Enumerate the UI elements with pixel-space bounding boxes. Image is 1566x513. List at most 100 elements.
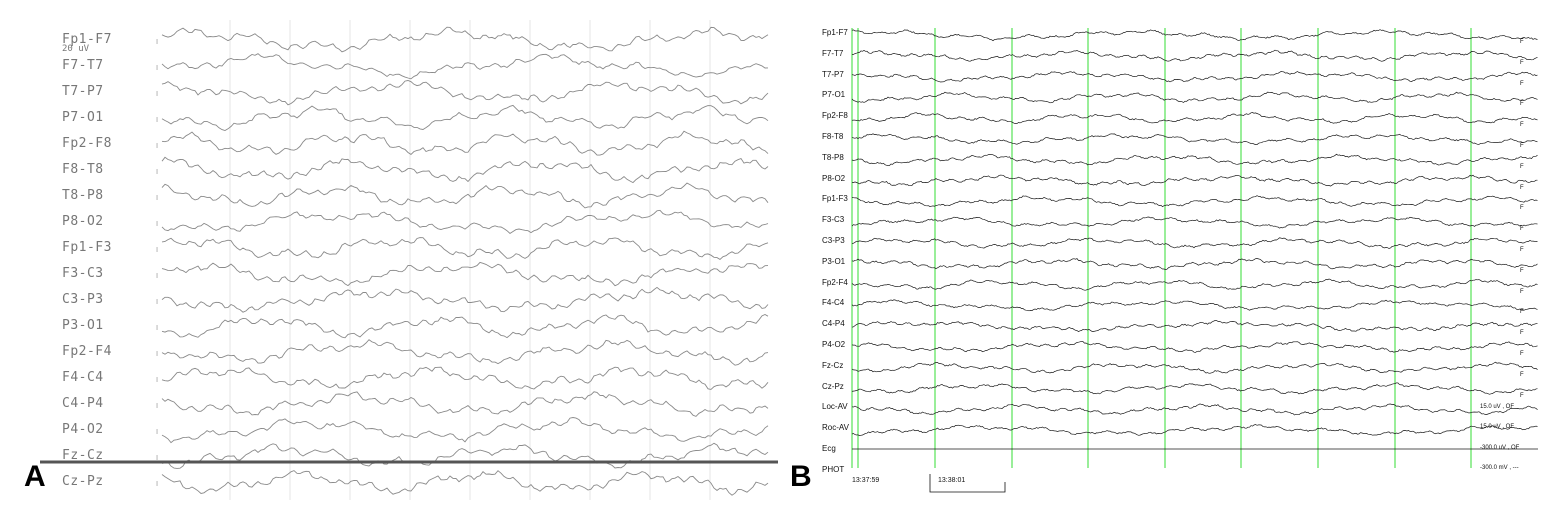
eeg-trace-b xyxy=(851,361,1538,374)
eeg-trace-b xyxy=(851,382,1538,395)
calibration-mark-a: I xyxy=(156,324,158,332)
filter-flag: F xyxy=(1520,122,1524,129)
eeg-trace-a xyxy=(161,417,769,444)
eeg-trace-b xyxy=(851,403,1538,416)
eeg-trace-a xyxy=(161,313,769,339)
calibration-mark-a: I xyxy=(156,90,158,98)
sensitivity-ecg: -300.0 uV , OF xyxy=(1480,445,1520,451)
sensitivity-phot: -300.0 mV , --- xyxy=(1480,465,1519,471)
channel-label-b: C4-P4 xyxy=(822,319,845,329)
channel-label-b: PHOT xyxy=(822,464,845,474)
eeg-trace-a xyxy=(161,156,769,184)
channel-label-b: T7-P7 xyxy=(822,69,844,79)
channel-label-b: Ecg xyxy=(822,444,836,453)
calibration-mark-a: I xyxy=(156,428,158,436)
calibration-mark-a: I xyxy=(156,480,158,488)
filter-flag: F xyxy=(1520,163,1524,170)
timestamp-start: 13:37:59 xyxy=(852,477,880,484)
filter-flag: F xyxy=(1520,184,1524,191)
channel-label-b: P3-O1 xyxy=(822,256,846,266)
eeg-trace-b xyxy=(851,278,1538,291)
channel-label-a: C4-P4 xyxy=(62,396,104,411)
channel-label-b: P4-O2 xyxy=(822,340,846,349)
filter-flag: F xyxy=(1520,247,1524,253)
time-bracket xyxy=(929,474,1006,493)
sensitivity-loc: 15.0 uV , OF xyxy=(1480,404,1515,410)
eeg-trace-a xyxy=(161,104,769,131)
eeg-trace-a xyxy=(161,80,769,106)
timestamp-next: 13:38:01 xyxy=(938,477,966,484)
calibration-mark-a: I xyxy=(156,376,158,384)
sensitivity-roc: 15.0 uV , OF xyxy=(1480,424,1515,430)
calibration-mark-a: I xyxy=(156,168,158,176)
calibration-mark-a: I xyxy=(156,298,158,306)
eeg-panel-a: I I I I I I I I I I I I I I I I I I Fp1-F7 F7-T7 T7-P7 P7-O1… xyxy=(24,20,778,500)
eeg-trace-b xyxy=(851,216,1538,229)
eeg-trace-b xyxy=(851,91,1538,104)
calibration-mark-a: I xyxy=(156,38,158,46)
eeg-trace-b xyxy=(851,112,1538,124)
calibration-mark-a: I xyxy=(156,116,158,124)
eeg-trace-a xyxy=(161,26,769,53)
calibration-mark-a: I xyxy=(156,350,158,358)
channel-label-a: Fp1-F3 xyxy=(62,240,112,255)
eeg-trace-b xyxy=(851,71,1538,83)
filter-flag: F xyxy=(1520,309,1524,316)
channel-label-a: P3-O1 xyxy=(62,318,104,333)
channel-label-a: Fp2-F8 xyxy=(62,136,112,151)
eeg-trace-a xyxy=(161,130,769,156)
eeg-traces-a: I I I I I I I I I I I I I I I I I I xyxy=(40,20,778,500)
filter-flag: F xyxy=(1520,392,1524,399)
calibration-mark-a: I xyxy=(156,142,158,150)
filter-flag: F xyxy=(1520,143,1524,149)
eeg-trace-b xyxy=(851,258,1538,270)
channel-label-a: P7-O1 xyxy=(62,110,104,125)
channel-label-b: F8-T8 xyxy=(822,132,844,141)
eeg-trace-b xyxy=(851,153,1538,166)
channel-label-a: Cz-Pz xyxy=(62,474,104,489)
eeg-trace-a xyxy=(161,470,769,496)
channel-label-b: T8-P8 xyxy=(822,152,844,162)
channel-label-b: Fp1-F3 xyxy=(822,194,848,204)
filter-flag: F xyxy=(1520,267,1524,274)
calibration-mark-a: I xyxy=(156,246,158,254)
channel-label-a: C3-P3 xyxy=(62,292,104,307)
eeg-trace-a xyxy=(161,366,769,390)
filter-flag: F xyxy=(1520,288,1524,295)
channel-label-b: Roc-AV xyxy=(822,423,849,433)
filter-flag: F xyxy=(1520,101,1524,108)
channel-label-b: F7-T7 xyxy=(822,48,844,58)
eeg-trace-b xyxy=(851,195,1538,208)
channel-label-a: F7-T7 xyxy=(62,58,104,73)
eeg-trace-b xyxy=(851,133,1538,145)
eeg-trace-b xyxy=(851,320,1538,333)
channel-label-a: Fp1-F7 xyxy=(62,32,112,47)
calibration-mark-a: I xyxy=(156,194,158,202)
filter-flag: F xyxy=(1520,330,1524,337)
channel-label-a: F3-C3 xyxy=(62,266,104,281)
channel-label-b: Cz-Pz xyxy=(822,381,844,391)
eeg-trace-a xyxy=(161,286,769,313)
eeg-trace-a xyxy=(161,261,769,287)
eeg-trace-a xyxy=(161,182,769,209)
eeg-trace-b xyxy=(851,340,1538,353)
eeg-trace-a xyxy=(161,53,769,80)
eeg-trace-a xyxy=(161,237,769,260)
filter-flag: F xyxy=(1520,59,1524,66)
filter-flag: F xyxy=(1520,351,1524,357)
eeg-trace-a xyxy=(161,209,769,234)
channel-label-a: P4-O2 xyxy=(62,422,104,437)
channel-label-a: Fz-Cz xyxy=(62,448,104,463)
calibration-mark-a: I xyxy=(156,272,158,280)
channel-label-b: Fp2-F8 xyxy=(822,111,848,121)
calibration-mark-a: I xyxy=(156,220,158,228)
eeg-trace-a xyxy=(161,442,769,469)
eeg-panel-b: Fp1-F7 F F7-T7 F T7-P7 F P7-O1 F Fp2-F8 F F8-T8 F T8… xyxy=(790,0,1566,513)
channel-label-b: P7-O1 xyxy=(822,90,846,100)
calibration-mark-a: I xyxy=(156,402,158,410)
channel-label-b: Fp1-F7 xyxy=(822,28,848,37)
channel-label-b: F4-C4 xyxy=(822,298,845,308)
filter-flag: F xyxy=(1520,205,1524,212)
channel-label-b: C3-P3 xyxy=(822,236,845,245)
panel-letter-b: B xyxy=(790,460,812,493)
